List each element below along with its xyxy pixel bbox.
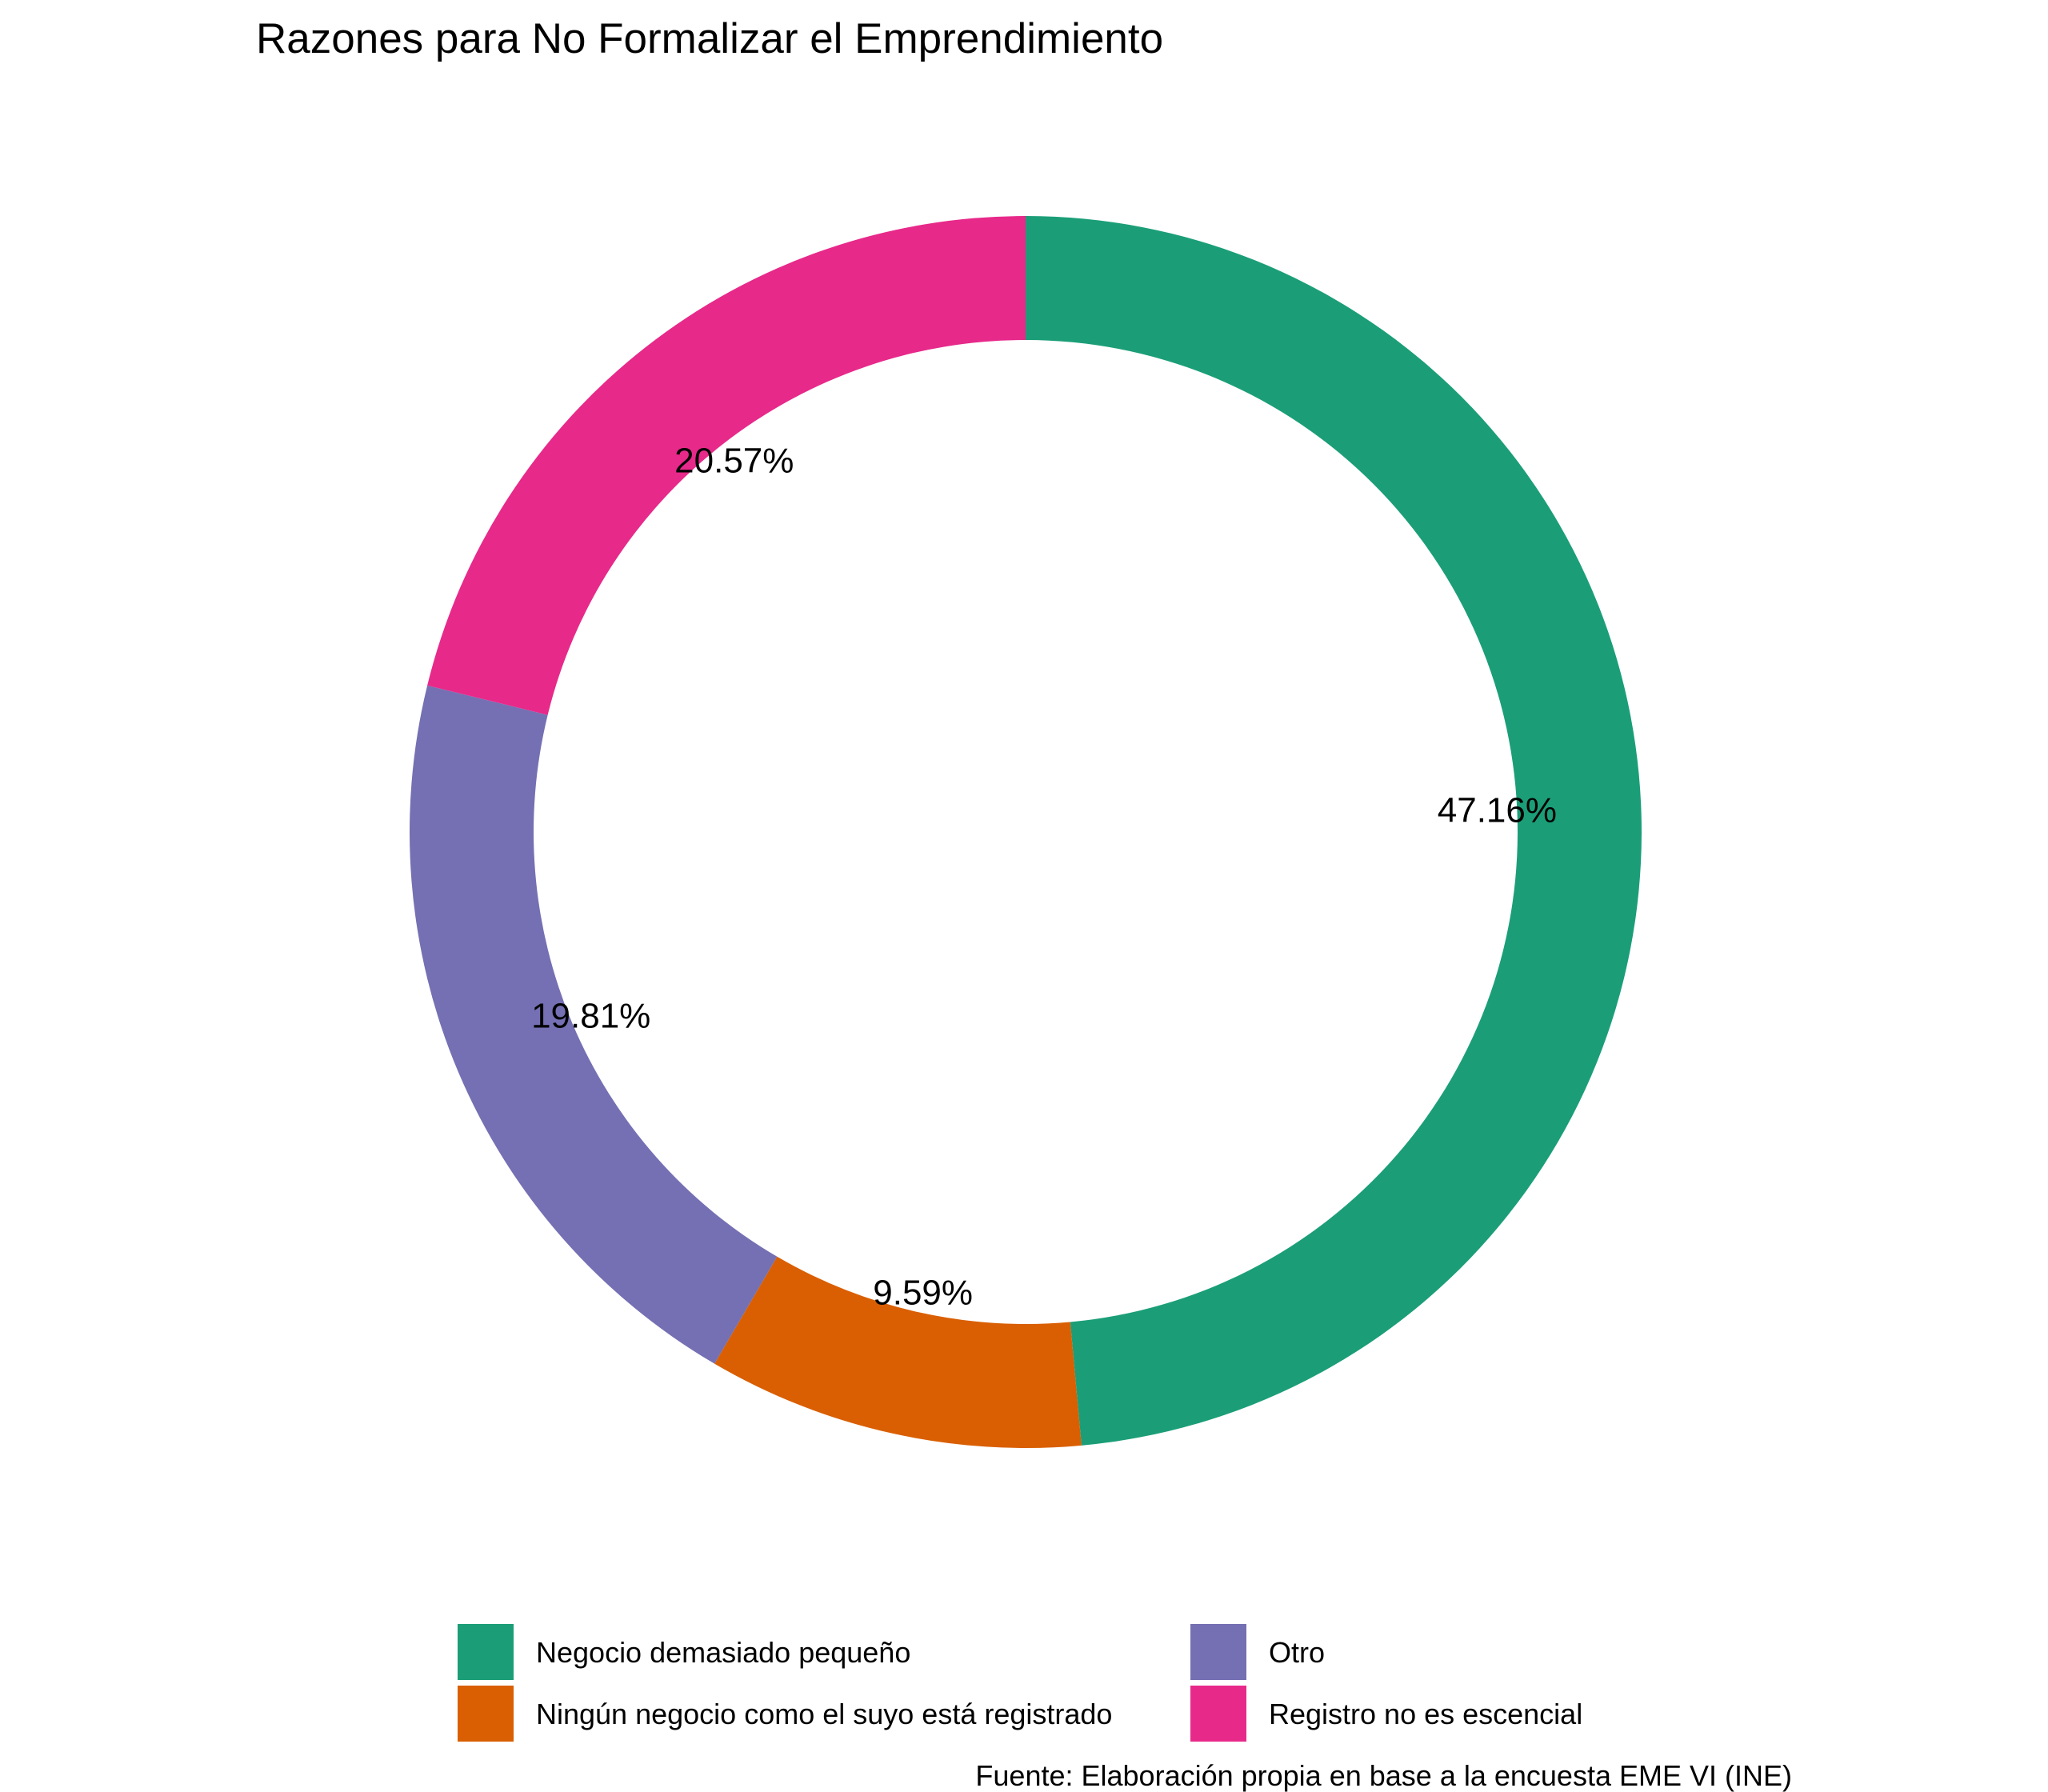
chart-title: Razones para No Formalizar el Emprendimi… (256, 15, 1163, 62)
legend-label-otro: Otro (1269, 1636, 1325, 1669)
slice-label-ningun-negocio-como-el-suyo-esta-registrado: 9.59% (873, 1273, 973, 1312)
slice-ningun-negocio-como-el-suyo-esta-registrado (714, 1256, 1082, 1448)
legend-label-registro-no-es-escencial: Registro no es escencial (1269, 1698, 1582, 1730)
slice-otro (410, 685, 778, 1364)
legend: Negocio demasiado pequeño Ningún negocio… (458, 1624, 1582, 1742)
slice-labels: 47.16% 9.59% 19.81% 20.57% (531, 441, 1557, 1312)
slice-registro-no-es-escencial (427, 216, 1026, 715)
slice-label-otro: 19.81% (531, 997, 650, 1036)
legend-label-negocio-demasiado-pequeno: Negocio demasiado pequeño (536, 1636, 910, 1669)
legend-key-registro-no-es-escencial (1190, 1686, 1246, 1742)
legend-key-ningun-negocio-registrado (458, 1686, 514, 1742)
slice-label-negocio-demasiado-pequeno: 47.16% (1438, 791, 1557, 830)
legend-key-otro (1190, 1624, 1246, 1680)
legend-key-negocio-demasiado-pequeno (458, 1624, 514, 1680)
slice-label-registro-no-es-escencial: 20.57% (674, 441, 794, 480)
donut-slices (410, 216, 1642, 1448)
legend-label-ningun-negocio-registrado: Ningún negocio como el suyo está registr… (536, 1698, 1112, 1730)
chart-caption: Fuente: Elaboración propia en base a la … (975, 1759, 1792, 1792)
slice-negocio-demasiado-pequeno (1026, 216, 1642, 1446)
